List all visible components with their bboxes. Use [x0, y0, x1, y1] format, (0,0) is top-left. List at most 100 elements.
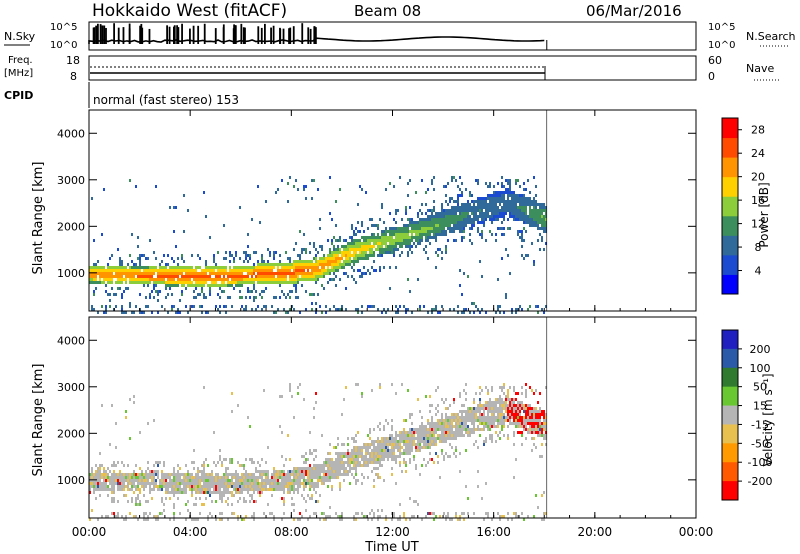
velocity-cell	[253, 482, 255, 485]
power-cell	[369, 239, 371, 242]
power-cell	[239, 272, 241, 275]
velocity-cell	[261, 458, 263, 461]
power-cell	[405, 224, 407, 227]
velocity-cell	[543, 410, 545, 413]
velocity-cell	[189, 485, 191, 488]
velocity-cell	[193, 485, 195, 488]
velocity-cell	[353, 515, 355, 518]
power-cell	[295, 284, 297, 287]
velocity-cell	[523, 410, 525, 413]
velocity-cell	[103, 470, 105, 473]
power-cell	[213, 272, 215, 275]
velocity-cell	[337, 467, 339, 470]
velocity-cell	[201, 476, 203, 479]
velocity-cell	[467, 497, 469, 500]
velocity-cell	[501, 419, 503, 422]
velocity-cell	[169, 473, 171, 476]
velocity-cell	[115, 515, 117, 518]
velocity-cell	[189, 479, 191, 482]
velocity-cell	[477, 425, 479, 428]
velocity-cell	[315, 464, 317, 467]
power-cell	[421, 212, 423, 215]
power-cell	[395, 245, 397, 248]
power-cell	[107, 275, 109, 278]
velocity-cell	[395, 440, 397, 443]
velocity-cell	[517, 413, 519, 416]
velocity-cell	[369, 512, 371, 515]
power-cell	[261, 266, 263, 269]
velocity-cell	[375, 458, 377, 461]
velocity-cell	[159, 461, 161, 464]
power-cell	[311, 308, 313, 311]
velocity-cell	[161, 488, 163, 491]
power-cell	[181, 254, 183, 257]
power-cell	[365, 191, 367, 194]
velocity-cell	[269, 479, 271, 482]
power-cell	[481, 275, 483, 278]
velocity-cell	[501, 404, 503, 407]
velocity-cell	[207, 464, 209, 467]
power-cell	[181, 272, 183, 275]
power-cell	[307, 275, 309, 278]
power-cell	[321, 248, 323, 251]
velocity-cell	[225, 479, 227, 482]
velocity-cell	[373, 485, 375, 488]
power-cell	[477, 227, 479, 230]
power-cell	[171, 281, 173, 284]
velocity-cell	[321, 476, 323, 479]
velocity-cell	[285, 458, 287, 461]
power-cell	[323, 257, 325, 260]
velocity-cell	[355, 383, 357, 386]
power-cell	[541, 212, 543, 215]
power-cell	[271, 275, 273, 278]
velocity-cell	[543, 437, 545, 440]
power-cell	[237, 278, 239, 281]
power-cell	[337, 248, 339, 251]
velocity-cell	[225, 485, 227, 488]
velocity-cell	[477, 419, 479, 422]
velocity-cell	[427, 437, 429, 440]
velocity-cell	[181, 473, 183, 476]
velocity-cell	[219, 497, 221, 500]
power-cell	[427, 257, 429, 260]
power-cell	[341, 245, 343, 248]
power-cell	[433, 209, 435, 212]
velocity-cell	[531, 410, 533, 413]
power-cell	[473, 215, 475, 218]
power-cell	[137, 278, 139, 281]
velocity-cell	[391, 443, 393, 446]
power-cell	[485, 239, 487, 242]
power-cell	[441, 305, 443, 308]
velocity-cell	[525, 413, 527, 416]
velocity-cell	[441, 452, 443, 455]
velocity-cell	[309, 497, 311, 500]
power-cell	[529, 209, 531, 212]
velocity-cell	[101, 404, 103, 407]
x-tick-label: 20:00	[578, 525, 613, 539]
velocity-cell	[291, 395, 293, 398]
velocity-colorbar-tick: 200	[750, 343, 771, 356]
power-cell	[361, 305, 363, 308]
velocity-cell	[299, 512, 301, 515]
power-cell	[273, 254, 275, 257]
velocity-cell	[543, 422, 545, 425]
power-cell	[219, 311, 221, 314]
power-cell	[429, 233, 431, 236]
power-cell	[253, 263, 255, 266]
velocity-cell	[143, 488, 145, 491]
velocity-cell	[209, 479, 211, 482]
velocity-cell	[131, 485, 133, 488]
power-cell	[519, 194, 521, 197]
power-cell	[111, 275, 113, 278]
velocity-cell	[113, 488, 115, 491]
power-cell	[353, 239, 355, 242]
power-cell	[167, 278, 169, 281]
velocity-cell	[173, 512, 175, 515]
power-cell	[309, 275, 311, 278]
power-cell	[493, 185, 495, 188]
velocity-cell	[515, 404, 517, 407]
velocity-cell	[271, 512, 273, 515]
power-cell	[435, 224, 437, 227]
power-cell	[201, 311, 203, 314]
power-cell	[459, 212, 461, 215]
